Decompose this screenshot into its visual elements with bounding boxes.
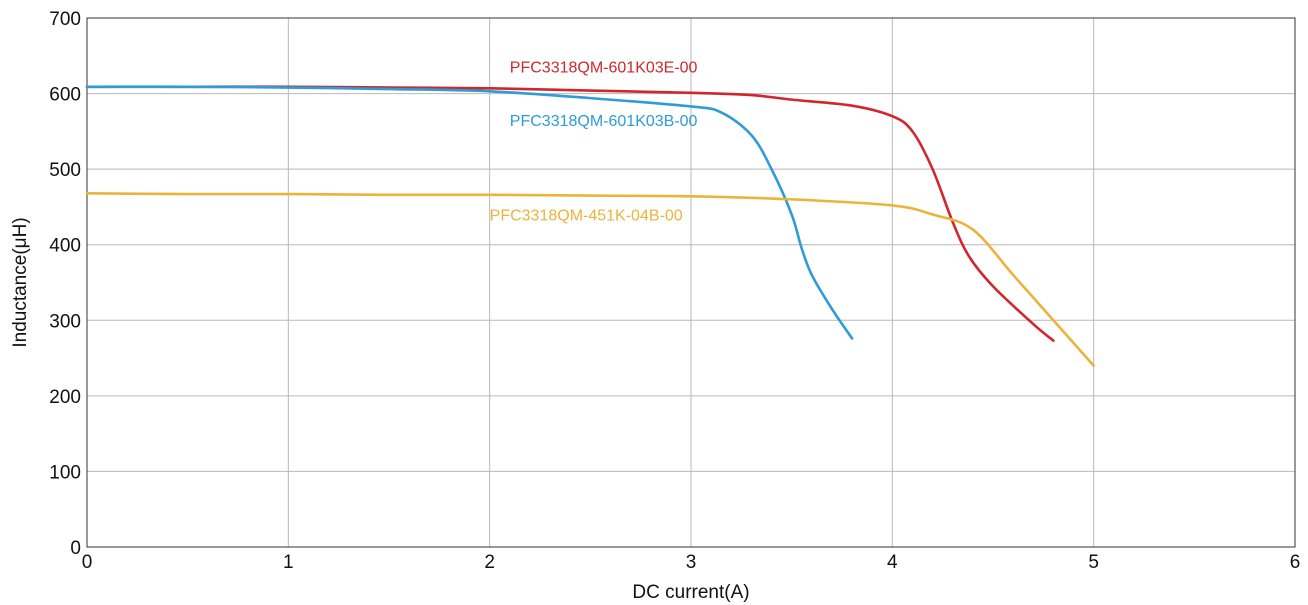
grid-layer bbox=[86, 17, 1296, 548]
tick-layer: 0 1 2 3 4 5 6 0 100 200 300 400 500 600 700 bbox=[49, 9, 1300, 573]
x-tick-label: 4 bbox=[887, 552, 898, 573]
x-tick-label: 5 bbox=[1088, 552, 1099, 573]
series-layer bbox=[85, 85, 1095, 367]
y-axis-label: Inductance(μH) bbox=[10, 217, 31, 347]
y-tick-label: 600 bbox=[49, 85, 81, 106]
series-label-3: PFC3318QM-451K-04B-00 bbox=[490, 208, 683, 225]
y-tick-label: 100 bbox=[49, 462, 81, 483]
plot-frame bbox=[86, 17, 1296, 548]
series-line-3 bbox=[85, 192, 1095, 367]
x-tick-label: 2 bbox=[484, 552, 495, 573]
y-tick-label: 0 bbox=[70, 538, 81, 559]
y-tick-label: 700 bbox=[49, 9, 81, 30]
y-tick-label: 200 bbox=[49, 387, 81, 408]
x-tick-label: 1 bbox=[283, 552, 294, 573]
y-tick-label: 300 bbox=[49, 311, 81, 332]
series-label-2: PFC3318QM-601K03B-00 bbox=[510, 113, 698, 130]
x-tick-label: 6 bbox=[1290, 552, 1301, 573]
series-label-layer: PFC3318QM-601K03E-00 PFC3318QM-601K03B-00… bbox=[490, 59, 698, 224]
x-axis-label: DC current(A) bbox=[632, 582, 749, 603]
x-tick-label: 0 bbox=[82, 552, 93, 573]
series-label-1: PFC3318QM-601K03E-00 bbox=[510, 59, 698, 76]
y-tick-label: 500 bbox=[49, 160, 81, 181]
y-tick-label: 400 bbox=[49, 236, 81, 257]
series-line-2 bbox=[85, 85, 854, 340]
x-tick-label: 3 bbox=[686, 552, 697, 573]
